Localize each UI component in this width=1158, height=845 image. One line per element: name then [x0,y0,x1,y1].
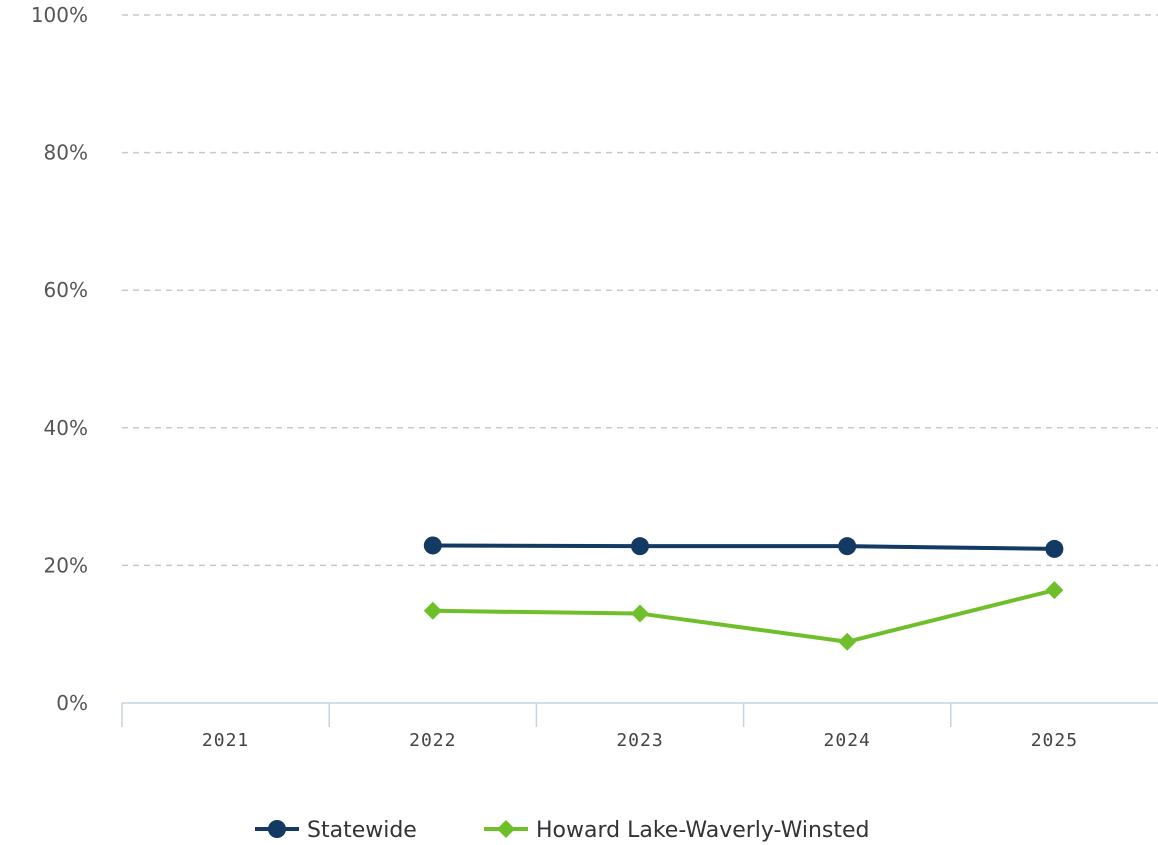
y-tick-label: 40% [44,416,88,440]
series-line-0 [432,543,1055,551]
x-tick-label: 2023 [616,730,663,751]
x-tick-label: 2025 [1031,730,1078,751]
data-point-0-1[interactable] [423,536,442,555]
grid-lines [122,14,1158,567]
series-lines [432,543,1055,644]
legend[interactable]: Statewide Howard Lake-Waverly-Winsted [255,818,870,843]
data-point-1-1[interactable] [423,601,442,620]
series-markers [423,536,1064,651]
x-tick-label: 2024 [824,730,871,751]
legend-marker-circle-icon [268,820,286,838]
x-tick-label: 2022 [409,730,456,751]
x-axis: 2021 2022 2023 2024 2025 [121,702,1158,751]
legend-label: Howard Lake-Waverly-Winsted [536,818,870,843]
legend-label: Statewide [307,818,417,843]
y-tick-label: 20% [44,553,88,577]
y-tick-label: 100% [31,3,88,27]
legend-marker-diamond-icon [497,820,515,838]
data-point-1-4[interactable] [1045,581,1064,600]
y-axis: 0% 20% 40% 60% 80% 100% [31,3,88,715]
legend-item-1[interactable]: Howard Lake-Waverly-Winsted [484,818,870,843]
x-tick-label: 2021 [202,730,249,751]
y-tick-label: 80% [44,141,88,165]
series-line-1 [432,588,1055,644]
data-point-0-3[interactable] [838,537,857,556]
data-point-0-2[interactable] [631,537,649,556]
data-point-1-2[interactable] [631,604,649,623]
y-tick-label: 0% [56,691,88,715]
y-tick-label: 60% [44,278,88,302]
data-point-1-3[interactable] [838,632,857,651]
legend-item-0[interactable]: Statewide [255,818,417,843]
data-point-0-4[interactable] [1045,539,1064,558]
